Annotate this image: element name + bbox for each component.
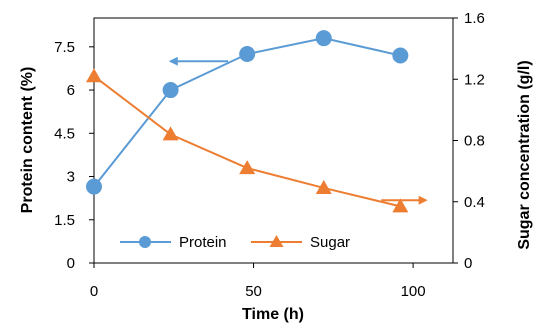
data-point-protein	[392, 47, 409, 64]
x-tick-label: 0	[90, 283, 98, 300]
x-axis: 0 50 100	[90, 263, 426, 300]
x-tick-label: 50	[245, 283, 262, 300]
legend-sugar-label: Sugar	[310, 234, 350, 251]
data-point-protein	[86, 178, 102, 195]
y-right-tick-label: 1.6	[464, 10, 485, 27]
data-point-protein	[239, 46, 256, 63]
legend-protein-label: Protein	[179, 234, 227, 251]
annotations	[168, 56, 428, 205]
y-left-tick-label: 1.5	[54, 212, 75, 229]
y-left-tick-label: 4.5	[54, 125, 75, 142]
data-point-sugar	[239, 160, 256, 175]
y-left-tick-label: 6	[67, 82, 75, 99]
y-axis-right-title: Sugar concentration (g/l)	[516, 60, 533, 249]
data-point-sugar	[86, 68, 102, 83]
x-tick-label: 100	[401, 283, 426, 300]
y-left-tick-label: 0	[67, 255, 75, 272]
y-left-tick-label: 3	[67, 169, 75, 186]
y-right-tick-label: 0.4	[464, 194, 485, 211]
y-axis-left: 0 1.5 3 4.5 6 7.5	[54, 39, 94, 272]
legend-sugar-marker	[269, 235, 284, 247]
y-right-tick-label: 0	[464, 255, 472, 272]
y-left-tick-label: 7.5	[54, 39, 75, 56]
data-point-protein	[315, 30, 332, 47]
legend-protein-marker	[139, 236, 151, 248]
data-point-sugar	[392, 198, 409, 213]
data-point-protein	[162, 82, 179, 99]
series-line-sugar	[93, 75, 401, 208]
y-right-tick-label: 0.8	[464, 133, 485, 150]
data-point-sugar	[162, 126, 179, 141]
legend: Protein Sugar	[120, 234, 350, 251]
series-layer	[86, 30, 409, 213]
y-right-tick-label: 1.2	[464, 71, 485, 88]
y-axis-left-title: Protein content (%)	[19, 67, 36, 214]
y-axis-right: 0 0.4 0.8 1.2 1.6	[453, 10, 485, 272]
x-axis-title: Time (h)	[242, 306, 304, 323]
data-point-sugar	[315, 179, 332, 194]
